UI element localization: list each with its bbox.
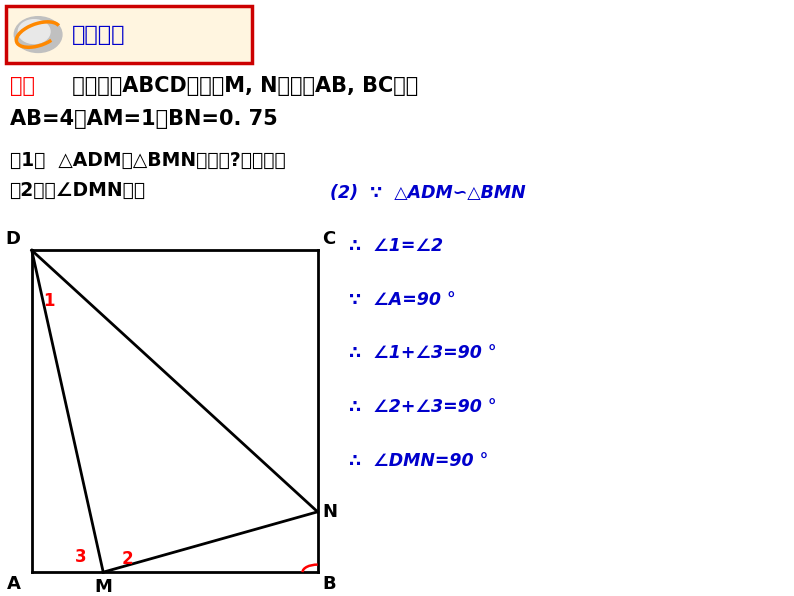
- Text: D: D: [6, 230, 21, 248]
- Text: M: M: [94, 578, 112, 595]
- Circle shape: [14, 17, 62, 52]
- Text: （2）求∠DMN的度: （2）求∠DMN的度: [10, 181, 145, 200]
- Circle shape: [18, 20, 50, 44]
- Text: (2)  ∵  △ADM∽△BMN: (2) ∵ △ADM∽△BMN: [330, 184, 525, 201]
- Text: （1）  △ADM与△BMN相似吗?为什么？: （1） △ADM与△BMN相似吗?为什么？: [10, 151, 285, 170]
- Text: 典例探究: 典例探究: [71, 24, 125, 45]
- Text: 在正方形ABCD中，点M, N分别在AB, BC上，: 在正方形ABCD中，点M, N分别在AB, BC上，: [65, 76, 418, 97]
- Text: 3: 3: [75, 548, 87, 566]
- FancyBboxPatch shape: [6, 6, 252, 63]
- Text: C: C: [322, 230, 335, 248]
- Text: ∴  ∠DMN=90 °: ∴ ∠DMN=90 °: [349, 452, 489, 470]
- Text: ∴  ∠2+∠3=90 °: ∴ ∠2+∠3=90 °: [349, 398, 497, 416]
- Text: N: N: [322, 503, 337, 521]
- Text: ∴  ∠1=∠2: ∴ ∠1=∠2: [349, 237, 444, 255]
- Text: ∴  ∠1+∠3=90 °: ∴ ∠1+∠3=90 °: [349, 344, 497, 362]
- Text: 例、: 例、: [10, 76, 34, 97]
- Text: B: B: [322, 575, 336, 594]
- Text: A: A: [6, 575, 21, 594]
- Text: 1: 1: [44, 292, 55, 310]
- Text: 2: 2: [121, 550, 133, 568]
- Text: AB=4，AM=1，BN=0. 75: AB=4，AM=1，BN=0. 75: [10, 109, 277, 129]
- Text: ∵  ∠A=90 °: ∵ ∠A=90 °: [349, 291, 456, 309]
